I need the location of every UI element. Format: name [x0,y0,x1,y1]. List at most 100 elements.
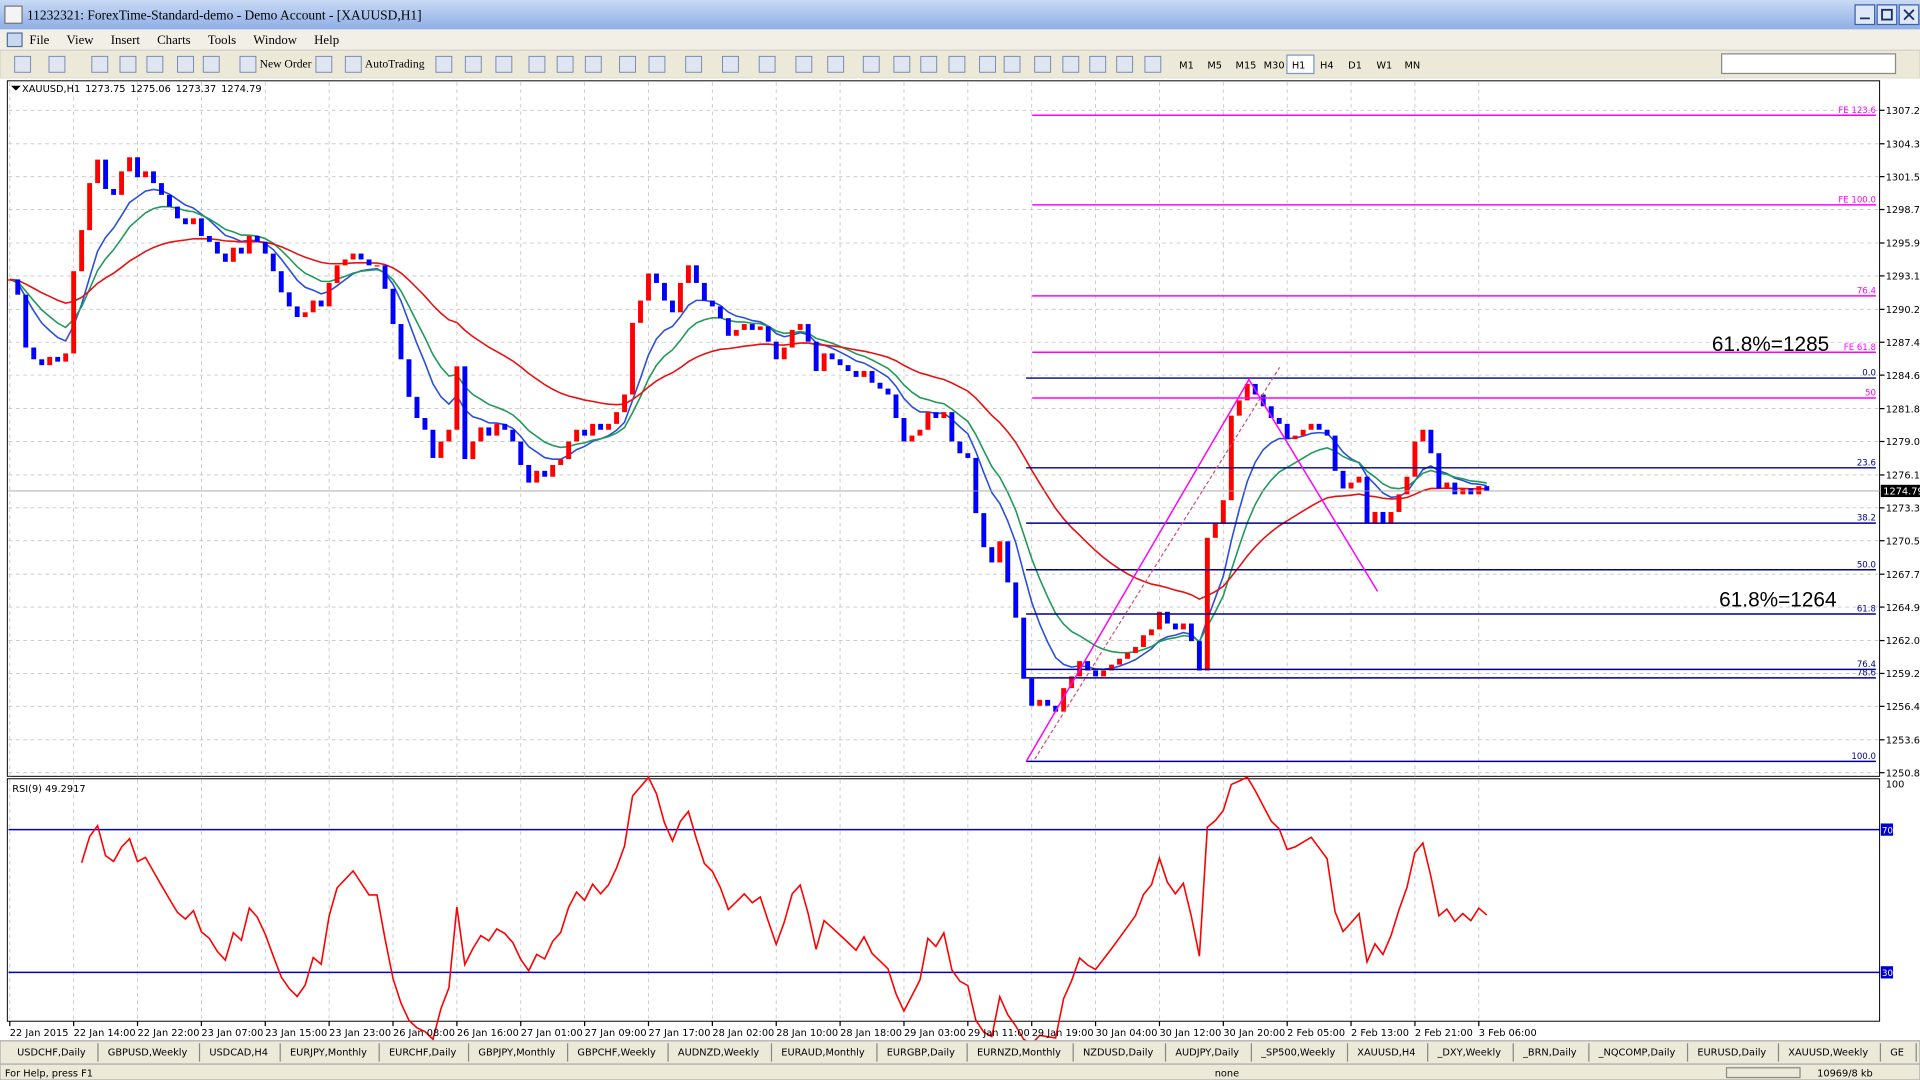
toolbar-icon[interactable] [1144,55,1162,73]
minimize-button[interactable] [1854,4,1876,26]
menu-item[interactable]: View [67,33,95,47]
menu-item[interactable]: File [29,33,49,47]
toolbar-icon[interactable] [862,55,880,73]
toolbar-icon[interactable] [119,55,137,73]
toolbar-icon[interactable] [556,55,574,73]
toolbar-icon[interactable] [827,55,845,73]
chart-tab[interactable]: _DXY,Weekly [1436,1048,1501,1059]
chart-tab[interactable]: GBPCHF,Weekly [577,1048,656,1059]
toolbar-icon[interactable] [1089,55,1107,73]
toolbar-icon[interactable] [528,55,546,73]
toolbar-label[interactable]: New Order [260,57,312,70]
candle [558,459,564,465]
chart-tab[interactable]: EURNZD,Monthly [977,1048,1061,1059]
toolbar-icon[interactable] [435,55,453,73]
chart-tab[interactable]: XAUUSD,H4 [1357,1048,1415,1059]
toolbar-icon[interactable] [979,55,996,73]
timeframe-button[interactable]: M15 [1236,61,1257,72]
x-tick-label: 30 Jan 12:00 [1159,1028,1221,1039]
toolbar-icon[interactable] [619,55,636,73]
fib_retracement-label: 23.6 [1857,458,1876,468]
toolbar-icon[interactable] [920,55,938,73]
candle [789,329,795,348]
chart-tab[interactable]: USDCAD,H4 [209,1048,268,1059]
fib_expansion-label: FE 61.8 [1844,343,1876,353]
candle [709,300,715,307]
toolbar-icon[interactable] [1062,55,1080,73]
toolbar-icon[interactable] [48,55,66,73]
toolbar-icon[interactable] [202,55,220,73]
chart-tab[interactable]: EURJPY,Monthly [290,1048,367,1059]
fib_retracement-label: 50.0 [1857,560,1876,570]
chart-tab[interactable]: _SP500,Weekly [1260,1048,1335,1059]
candle [1380,511,1386,524]
toolbar-icon[interactable] [344,55,362,73]
toolbar-icon[interactable] [893,55,911,73]
candle [270,253,276,272]
y-tick-label: 1295.90 [1886,239,1920,250]
menu-item[interactable]: Window [253,33,297,47]
menu-item[interactable]: Tools [208,33,236,47]
toolbar-icon[interactable] [795,55,813,73]
chart-tab[interactable]: AUDNZD,Weekly [678,1048,760,1059]
toolbar-icon[interactable] [315,55,333,73]
menu-item[interactable]: Help [314,33,339,47]
rsi-top-label: 100 [1886,779,1905,790]
timeframe-button[interactable]: W1 [1376,61,1392,72]
chart-tab[interactable]: _NQCOMP,Daily [1598,1048,1676,1059]
toolbar-icon[interactable] [239,55,257,73]
chart-tab[interactable]: EURGBP,Daily [887,1048,955,1059]
timeframe-button[interactable]: H4 [1320,61,1334,72]
candle [669,300,675,313]
status-help: For Help, press F1 [5,1068,93,1079]
timeframe-button[interactable]: M1 [1179,61,1194,72]
toolbar-icon[interactable] [685,55,703,73]
timeframe-button[interactable]: MN [1404,61,1420,72]
toolbar-icon[interactable] [177,55,194,73]
maximize-button[interactable] [1876,4,1898,26]
x-tick-label: 2 Feb 21:00 [1415,1028,1473,1039]
toolbar-items: New Order AutoTrading M1 M5 M15 M30 H1 H4 D1 W1 MN [14,54,1420,75]
menu-item[interactable]: Charts [157,33,191,47]
search-box[interactable] [1721,53,1897,75]
toolbar-icon[interactable] [91,55,109,73]
x-tick-label: 27 Jan 01:00 [521,1028,583,1039]
fib_expansion-label: FE 100.0 [1838,195,1876,205]
toolbar-icon[interactable] [1003,55,1021,73]
candle [1021,617,1027,679]
timeframe-button[interactable]: M5 [1207,61,1222,72]
toolbar-icon[interactable] [648,55,666,73]
chart-tab[interactable]: USDCHF,Daily [17,1048,86,1059]
chart-tab[interactable]: GBPUSD,Weekly [108,1048,188,1059]
x-tick-label: 28 Jan 02:00 [712,1028,774,1039]
toolbar-label[interactable]: AutoTrading [365,57,425,70]
menu-item[interactable]: Insert [111,33,141,47]
chart-tab[interactable]: GE [1890,1048,1904,1059]
toolbar-icon[interactable] [1034,55,1052,73]
chart-tab[interactable]: NZDUSD,Daily [1083,1048,1154,1059]
timeframe-button[interactable]: H1 [1292,61,1306,72]
timeframe-active [1286,54,1315,75]
toolbar-icon[interactable] [758,55,776,73]
chart-tab[interactable]: EURUSD,Daily [1697,1048,1766,1059]
toolbar-icon[interactable] [1116,55,1134,73]
chart-tab[interactable]: _BRN,Daily [1522,1048,1577,1059]
toolbar-icon[interactable] [495,55,513,73]
toolbar-icon[interactable] [948,55,966,73]
candle [406,359,412,397]
chart-tab[interactable]: EURCHF,Daily [389,1048,457,1059]
chart-tab[interactable]: GBPJPY,Monthly [478,1048,555,1059]
toolbar-icon[interactable] [14,55,32,73]
timeframe-button[interactable]: D1 [1348,61,1362,72]
toolbar-icon[interactable] [464,55,482,73]
chart-tab[interactable]: EURAUD,Monthly [781,1048,865,1059]
toolbar-icon[interactable] [584,55,602,73]
candle [47,356,53,366]
timeframe-button[interactable]: M30 [1264,61,1285,72]
toolbar-icon[interactable] [722,55,739,73]
candle [534,470,540,483]
candle [1180,623,1186,630]
chart-tab[interactable]: XAUUSD,Weekly [1788,1048,1868,1059]
toolbar-icon[interactable] [146,55,164,73]
chart-tab[interactable]: AUDJPY,Daily [1175,1048,1239,1059]
